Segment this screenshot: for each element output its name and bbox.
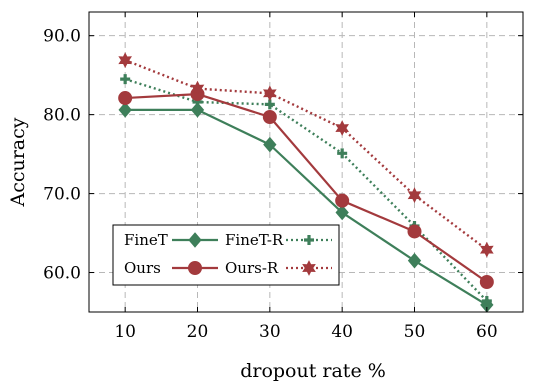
legend-item-finet: FineT (124, 231, 218, 249)
legend-label: FineT (124, 231, 168, 249)
legend-box (112, 224, 340, 286)
y-axis-label: Accuracy (7, 117, 29, 207)
data-point-finet (118, 102, 132, 118)
series-line-ours-r (124, 59, 488, 251)
series-line-finet-r (124, 77, 488, 302)
series-line-finet (125, 108, 488, 306)
data-point-ours-r (335, 120, 349, 136)
plot-frame (88, 11, 524, 313)
data-point-ours-r (190, 80, 205, 97)
legend-swatch-marker (302, 260, 316, 276)
legend-label: Ours-R (225, 259, 279, 277)
data-point-finet (263, 136, 277, 153)
series-ours (118, 87, 494, 289)
legend-label: Ours (124, 259, 161, 277)
x-tick-label: 20 (187, 322, 209, 342)
x-tick-label: 10 (114, 322, 136, 342)
y-tick-label: 70.0 (43, 185, 81, 205)
legend-item-ours: Ours (124, 259, 218, 277)
data-point-ours (407, 224, 422, 239)
x-axis-label: dropout rate % (240, 360, 386, 382)
y-tick-label: 80.0 (43, 106, 81, 126)
series-line-ours (125, 93, 488, 283)
data-point-ours (479, 275, 494, 289)
y-tick-label: 60.0 (43, 264, 81, 284)
legend-swatch-marker (304, 235, 314, 245)
x-tick-label: 50 (404, 322, 426, 342)
data-point-ours (118, 91, 133, 106)
data-point-ours-r (118, 52, 132, 69)
legend-swatch-marker (188, 232, 202, 248)
x-tick-label: 60 (476, 322, 498, 342)
y-tick-label: 90.0 (43, 27, 81, 47)
x-tick-label: 30 (259, 322, 281, 342)
data-point-finet-r (337, 148, 348, 159)
legend-swatch-marker (188, 261, 202, 275)
series-layer (118, 52, 494, 313)
data-point-ours-r (480, 241, 494, 258)
data-point-ours-r (407, 187, 422, 204)
legend-label: FineT-R (225, 231, 284, 249)
data-point-ours (262, 110, 277, 124)
series-ours-r (118, 52, 494, 258)
data-point-ours-r (263, 85, 277, 102)
data-point-finet-r (120, 74, 131, 85)
axes: 10 20 30 40 50 60 60.0 70.0 80.0 90.0 (43, 12, 523, 342)
legend-item-ours-r: Ours-R (225, 259, 332, 277)
data-point-finet-r (481, 295, 492, 306)
data-point-ours (335, 193, 350, 208)
data-point-finet (190, 102, 205, 118)
data-point-finet (407, 252, 422, 269)
legend: FineT FineT-R Ours Ours-R (112, 224, 340, 286)
data-point-finet (335, 204, 349, 221)
legend-item-finet-r: FineT-R (225, 231, 332, 249)
x-tick-label: 40 (331, 322, 353, 342)
